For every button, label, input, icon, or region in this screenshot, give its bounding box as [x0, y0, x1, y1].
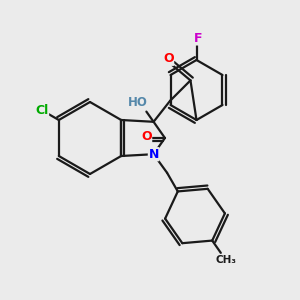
Text: O: O	[141, 130, 152, 143]
Text: HO: HO	[128, 96, 147, 109]
Text: N: N	[148, 148, 159, 161]
Text: O: O	[163, 52, 174, 65]
Text: CH₃: CH₃	[215, 255, 236, 265]
Text: Cl: Cl	[35, 104, 49, 117]
Text: F: F	[194, 32, 202, 45]
